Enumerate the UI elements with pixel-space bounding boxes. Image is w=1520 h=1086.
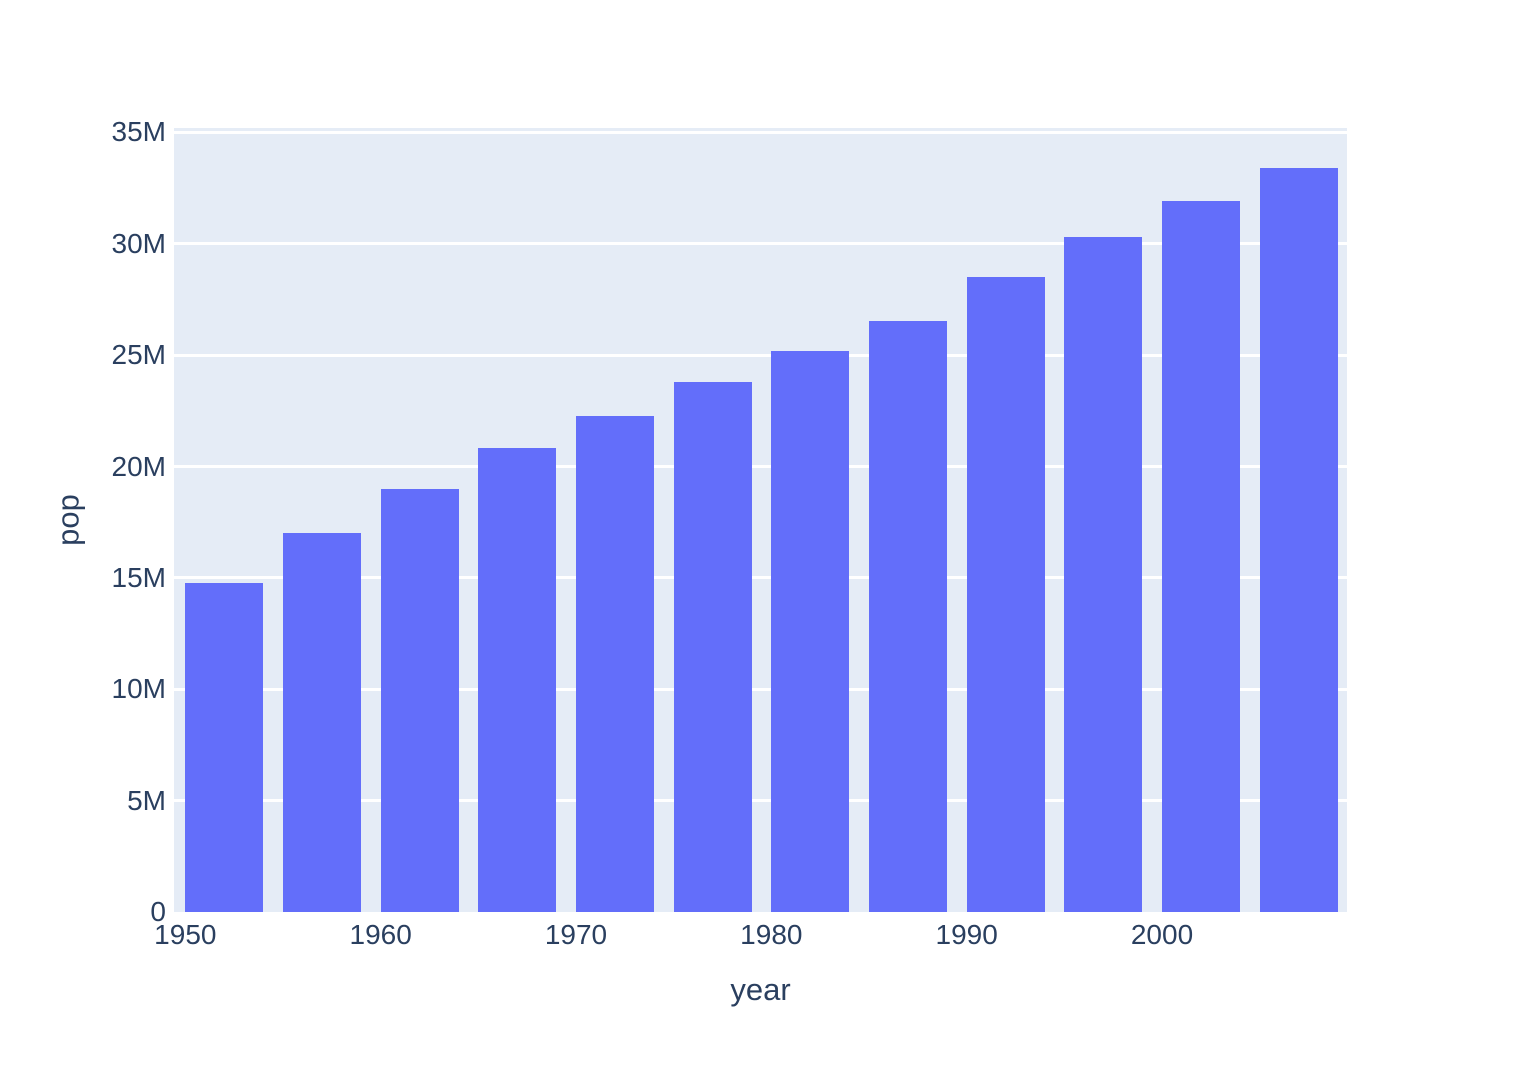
y-tick-label-20M: 20M bbox=[111, 450, 166, 482]
gridline-35M bbox=[174, 130, 1347, 134]
bar-1997[interactable] bbox=[1064, 237, 1143, 912]
y-tick-label-5M: 5M bbox=[127, 784, 166, 816]
gridline-20M bbox=[174, 465, 1347, 469]
bar-1982[interactable] bbox=[771, 350, 850, 912]
gridline-15M bbox=[174, 576, 1347, 580]
bar-2002[interactable] bbox=[1162, 201, 1241, 912]
bar-1962[interactable] bbox=[380, 489, 459, 912]
plot-area[interactable] bbox=[174, 128, 1347, 912]
y-tick-label-30M: 30M bbox=[111, 227, 166, 259]
y-tick-label-25M: 25M bbox=[111, 339, 166, 371]
x-tick-label-1990: 1990 bbox=[935, 919, 998, 950]
gridline-30M bbox=[174, 242, 1347, 246]
bar-1952[interactable] bbox=[185, 582, 264, 912]
x-tick-label-1980: 1980 bbox=[740, 919, 803, 950]
x-tick-label-1950: 1950 bbox=[154, 919, 217, 950]
y-tick-label-0: 0 bbox=[150, 896, 166, 927]
bar-1987[interactable] bbox=[869, 320, 948, 912]
y-tick-label-15M: 15M bbox=[111, 561, 166, 593]
x-tick-label-1960: 1960 bbox=[349, 919, 412, 950]
x-tick-label-2000: 2000 bbox=[1130, 919, 1194, 950]
gridline-25M bbox=[174, 353, 1347, 357]
y-tick-label-10M: 10M bbox=[111, 673, 166, 705]
bar-1992[interactable] bbox=[966, 276, 1045, 912]
gridline-10M bbox=[174, 687, 1347, 691]
x-axis-title: year bbox=[730, 972, 791, 1007]
gridline-5M bbox=[174, 799, 1347, 803]
bar-2007[interactable] bbox=[1259, 168, 1338, 912]
bar-1977[interactable] bbox=[673, 381, 752, 912]
bar-1957[interactable] bbox=[282, 533, 362, 912]
y-tick-label-35M: 35M bbox=[111, 116, 166, 148]
bar-1972[interactable] bbox=[576, 415, 655, 912]
bar-1967[interactable] bbox=[478, 448, 557, 912]
x-tick-label-1970: 1970 bbox=[544, 919, 608, 950]
y-axis-title: pop bbox=[50, 494, 86, 546]
